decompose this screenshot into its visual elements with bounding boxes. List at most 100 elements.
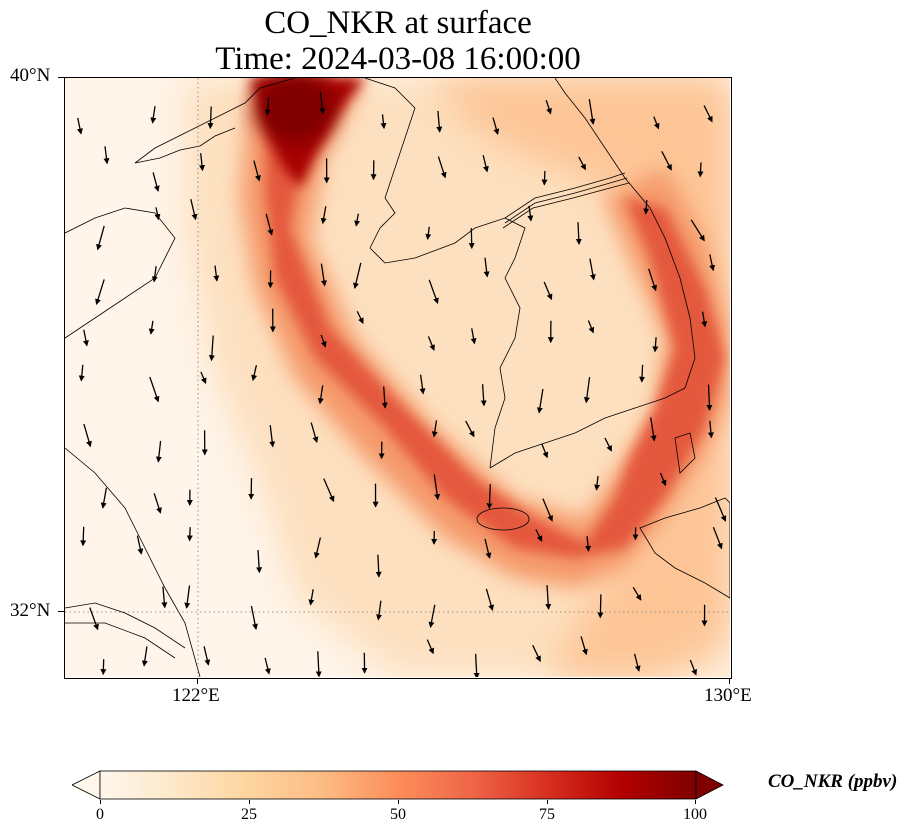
wind-vector-arrow [184, 585, 191, 609]
wind-vector-arrow [714, 497, 727, 522]
wind-vector-arrow [527, 205, 534, 222]
wind-vector-arrow [643, 200, 650, 215]
wind-vector-arrow [485, 588, 494, 611]
wind-vector-arrow [484, 538, 492, 559]
lat-tick-40 [58, 77, 64, 78]
wind-vector-arrow [320, 263, 327, 287]
wind-vector-arrow [468, 228, 475, 250]
colorbar-tick-0: 0 [96, 806, 104, 823]
wind-vector-arrow [482, 155, 489, 173]
wind-vector-arrow [492, 117, 500, 135]
colorbar-tickmark-0 [100, 800, 101, 804]
lat-tick-32 [58, 611, 64, 612]
wind-vector-arrow [161, 586, 168, 609]
wind-vector-arrow [589, 258, 596, 281]
wind-vector-arrow [661, 151, 672, 171]
lon-tick-122 [197, 678, 198, 684]
wind-vector-arrow [431, 420, 438, 438]
wind-vector-arrow [659, 472, 667, 487]
wind-vector-arrow [433, 474, 441, 501]
wind-vector-arrow [198, 153, 205, 172]
wind-vector-arrow [709, 254, 716, 272]
wind-vector-arrow [689, 659, 697, 676]
wind-vector-arrow [545, 99, 552, 115]
wind-vector-arrow [83, 423, 92, 448]
wind-vector-arrow [96, 225, 105, 251]
wind-vector-arrow [419, 374, 426, 395]
wind-vector-arrow [587, 320, 595, 334]
wind-vector-arrow [319, 91, 326, 115]
wind-vector-arrow [80, 526, 87, 547]
wind-vector-arrow [141, 646, 148, 667]
wind-vector-arrow [82, 329, 89, 347]
coastline-china-east [65, 207, 176, 339]
wind-vector-arrow [356, 311, 364, 324]
wind-vector-arrow [428, 279, 439, 305]
coastline-north-korea-west [364, 78, 416, 249]
wind-vector-arrow [712, 526, 723, 550]
wind-vector-arrow [154, 207, 161, 221]
wind-vector-arrow [251, 365, 258, 382]
colorbar-extend-max [695, 770, 724, 800]
wind-vector-arrow [473, 653, 480, 677]
colorbar-tick-25: 25 [241, 806, 257, 823]
wind-vector-arrow [427, 336, 435, 351]
lon-tick-130 [729, 678, 730, 684]
wind-vector-arrow [315, 651, 322, 677]
wind-vector-arrow [597, 594, 604, 619]
colorbar-tickmark-75 [547, 800, 548, 804]
colorbar-tick-50: 50 [390, 806, 406, 823]
wind-vector-arrow [264, 657, 271, 675]
wind-vector-arrow [543, 281, 553, 301]
wind-vector-arrow [465, 420, 475, 438]
co-concentration-field [185, 78, 730, 677]
wind-vector-arrow [95, 279, 105, 306]
wind-vector-arrow [148, 320, 155, 335]
coastline-korea-west [369, 217, 526, 469]
wind-vector-arrow [639, 364, 646, 383]
wind-vector-arrow [380, 114, 387, 130]
wind-vector-arrow [604, 437, 612, 452]
wind-vector-arrow [541, 170, 548, 186]
colorbar [72, 770, 724, 800]
map-canvas [65, 78, 730, 677]
dmz-border [504, 172, 626, 219]
coastline-korea-south [489, 387, 686, 469]
wind-vector-arrow [256, 550, 263, 574]
colorbar-tick-100: 100 [683, 806, 707, 823]
wind-vector-arrow [632, 586, 642, 601]
wind-vector-arrow [436, 110, 443, 133]
wind-vector-arrow [313, 537, 322, 559]
wind-vector-arrow [690, 219, 705, 242]
coastline-liaodong [134, 78, 296, 164]
wind-vector-arrow [480, 384, 487, 407]
colorbar-gradient [99, 770, 697, 800]
wind-vector-arrow [532, 644, 541, 663]
jeju-island [476, 507, 530, 531]
coastline-japan [674, 432, 696, 474]
lat-label-32: 32°N [10, 600, 51, 621]
wind-vector-arrow [207, 106, 214, 130]
wind-vector-arrow [89, 607, 99, 631]
wind-vector-arrow [250, 605, 258, 630]
wind-vector-arrow [648, 268, 658, 292]
wind-vector-arrow [701, 311, 708, 328]
wind-vector-arrow [542, 498, 553, 522]
wind-vector-arrow [150, 106, 157, 124]
colorbar-tickmark-50 [398, 800, 399, 804]
wind-vector-arrow [706, 384, 713, 411]
coastline-korea-east [554, 78, 696, 389]
wind-vector-arrow [100, 659, 107, 676]
wind-vector-arrow [545, 585, 552, 610]
wind-vector-arrow [100, 487, 108, 509]
wind-vector-arrow [375, 554, 382, 578]
wind-vector-arrow [151, 266, 158, 283]
wind-vector-arrow [354, 213, 361, 227]
wind-vector-arrow [317, 385, 324, 405]
colorbar-label: CO_NKR (ppbv) [768, 771, 898, 792]
wind-vector-arrow [200, 371, 207, 385]
wind-vector-arrow [707, 420, 714, 439]
wind-vector-arrow [703, 105, 713, 123]
wind-vector-arrow [541, 443, 549, 459]
wind-vector-arrow [353, 262, 362, 289]
